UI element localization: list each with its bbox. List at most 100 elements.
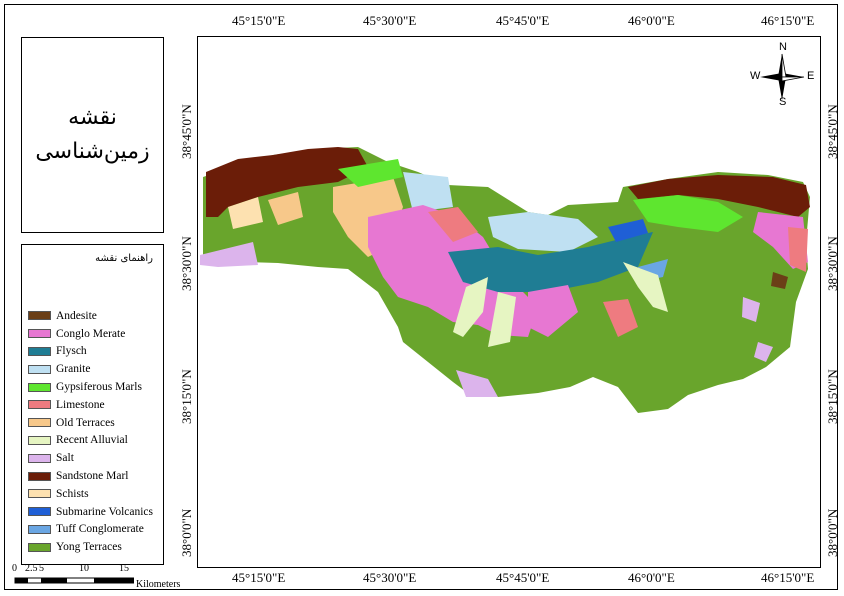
scale-tick-label: 0: [12, 563, 17, 574]
legend-label: Flysch: [56, 345, 87, 358]
legend-swatch: [28, 507, 51, 517]
legend-label: Conglo Merate: [56, 327, 126, 340]
legend-list: Andesite Conglo Merate Flysch Granite Gypsif…: [28, 307, 153, 556]
map-title-box: نقشه زمین‌شناسی: [21, 37, 164, 233]
south-label: S: [779, 96, 787, 108]
unit-gypsiferous-west: [338, 159, 403, 187]
lon-label-bottom: 45°15'0"E: [232, 570, 286, 585]
unit-recent-alluvial-3: [623, 262, 668, 312]
unit-salt-east: [742, 297, 760, 322]
legend-item: Tuff Conglomerate: [28, 521, 153, 539]
unit-schists-west: [228, 197, 263, 229]
legend-item: Schists: [28, 485, 153, 503]
unit-conglo-merate-center: [368, 205, 538, 337]
legend-swatch: [28, 346, 51, 356]
legend-item: Flysch: [28, 343, 153, 361]
legend-swatch: [28, 382, 51, 392]
north-arrow: N S E W: [746, 41, 818, 110]
legend-label: Limestone: [56, 398, 105, 411]
legend-label: Schists: [56, 487, 89, 500]
legend: راهنمای نقشه Andesite Conglo Merate Flysch…: [21, 244, 164, 565]
legend-label: Salt: [56, 452, 74, 465]
lat-label-right: 38°45'0"N: [825, 104, 840, 159]
lon-label-bottom: 45°45'0"E: [496, 570, 550, 585]
legend-label: Old Terraces: [56, 416, 115, 429]
lon-label-top: 45°45'0"E: [496, 13, 550, 28]
unit-conglo-merate-south: [528, 285, 578, 337]
legend-swatch: [28, 453, 51, 463]
east-label: E: [807, 70, 815, 82]
legend-item: Recent Alluvial: [28, 432, 153, 450]
legend-label: Andesite: [56, 309, 97, 322]
lat-label-right: 38°30'0"N: [825, 236, 840, 291]
scale-tick-label: 5: [39, 563, 44, 574]
legend-swatch: [28, 524, 51, 534]
unit-andesite-east: [771, 272, 788, 289]
legend-label: Yong Terraces: [56, 541, 122, 554]
unit-recent-alluvial-1: [453, 277, 488, 337]
outer-frame: [4, 4, 838, 590]
scale-tick-label: 10: [79, 563, 89, 574]
legend-title: راهنمای نقشه: [95, 253, 153, 264]
unit-recent-alluvial-2: [488, 292, 516, 347]
scale-tick-label: 2.5: [25, 563, 38, 574]
west-label: W: [750, 70, 761, 82]
compass-icon: [760, 53, 805, 100]
lon-label-top: 46°15'0"E: [761, 13, 815, 28]
legend-swatch: [28, 400, 51, 410]
legend-swatch: [28, 311, 51, 321]
legend-swatch: [28, 418, 51, 428]
unit-sandstone-marl-east: [628, 175, 810, 217]
map-frame: [197, 36, 821, 568]
unit-salt-south: [456, 370, 498, 397]
legend-item: Yong Terraces: [28, 538, 153, 556]
unit-limestone-east: [788, 227, 808, 272]
lat-label-left: 38°15'0"N: [179, 369, 194, 424]
legend-label: Recent Alluvial: [56, 434, 128, 447]
lat-label-right: 38°0'0"N: [825, 508, 840, 557]
unit-limestone-south: [603, 299, 638, 337]
scale-bar: 0 2.5 5 10 15 Kilometers: [12, 563, 194, 590]
legend-swatch: [28, 435, 51, 445]
legend-label: Gypsiferous Marls: [56, 381, 142, 394]
legend-item: Old Terraces: [28, 414, 153, 432]
lat-label-left: 38°45'0"N: [179, 104, 194, 159]
map-title-line-2: زمین‌شناسی: [35, 139, 150, 164]
north-label: N: [779, 41, 787, 53]
lat-label-left: 38°0'0"N: [179, 508, 194, 557]
legend-item: Submarine Volcanics: [28, 503, 153, 521]
unit-submarine-volcanics: [608, 219, 648, 242]
lat-label-right: 38°15'0"N: [825, 369, 840, 424]
lat-label-left: 38°30'0"N: [179, 236, 194, 291]
legend-swatch: [28, 329, 51, 339]
unit-gypsiferous-east: [633, 195, 743, 232]
legend-swatch: [28, 471, 51, 481]
legend-swatch: [28, 489, 51, 499]
unit-granite-center: [488, 212, 598, 252]
legend-item: Conglo Merate: [28, 325, 153, 343]
unit-salt-se: [754, 342, 773, 362]
legend-item: Granite: [28, 360, 153, 378]
scale-graphic: [14, 577, 134, 584]
unit-old-terraces-west: [268, 192, 303, 225]
legend-swatch: [28, 364, 51, 374]
unit-flysch: [448, 232, 653, 292]
unit-salt-west: [200, 242, 258, 267]
legend-item: Gypsiferous Marls: [28, 378, 153, 396]
legend-item: Salt: [28, 449, 153, 467]
scale-unit: Kilometers: [136, 579, 181, 590]
lon-label-bottom: 46°0'0"E: [628, 570, 675, 585]
legend-label: Tuff Conglomerate: [56, 523, 144, 536]
legend-item: Sandstone Marl: [28, 467, 153, 485]
lon-label-top: 46°0'0"E: [628, 13, 675, 28]
legend-swatch: [28, 542, 51, 552]
map-title-line-1: نقشه: [68, 105, 117, 130]
legend-item: Andesite: [28, 307, 153, 325]
unit-limestone-center: [428, 207, 478, 242]
legend-label: Sandstone Marl: [56, 470, 129, 483]
legend-item: Limestone: [28, 396, 153, 414]
legend-label: Granite: [56, 363, 91, 376]
scale-tick-label: 15: [119, 563, 129, 574]
lon-label-bottom: 45°30'0"E: [363, 570, 417, 585]
lon-label-bottom: 46°15'0"E: [761, 570, 815, 585]
